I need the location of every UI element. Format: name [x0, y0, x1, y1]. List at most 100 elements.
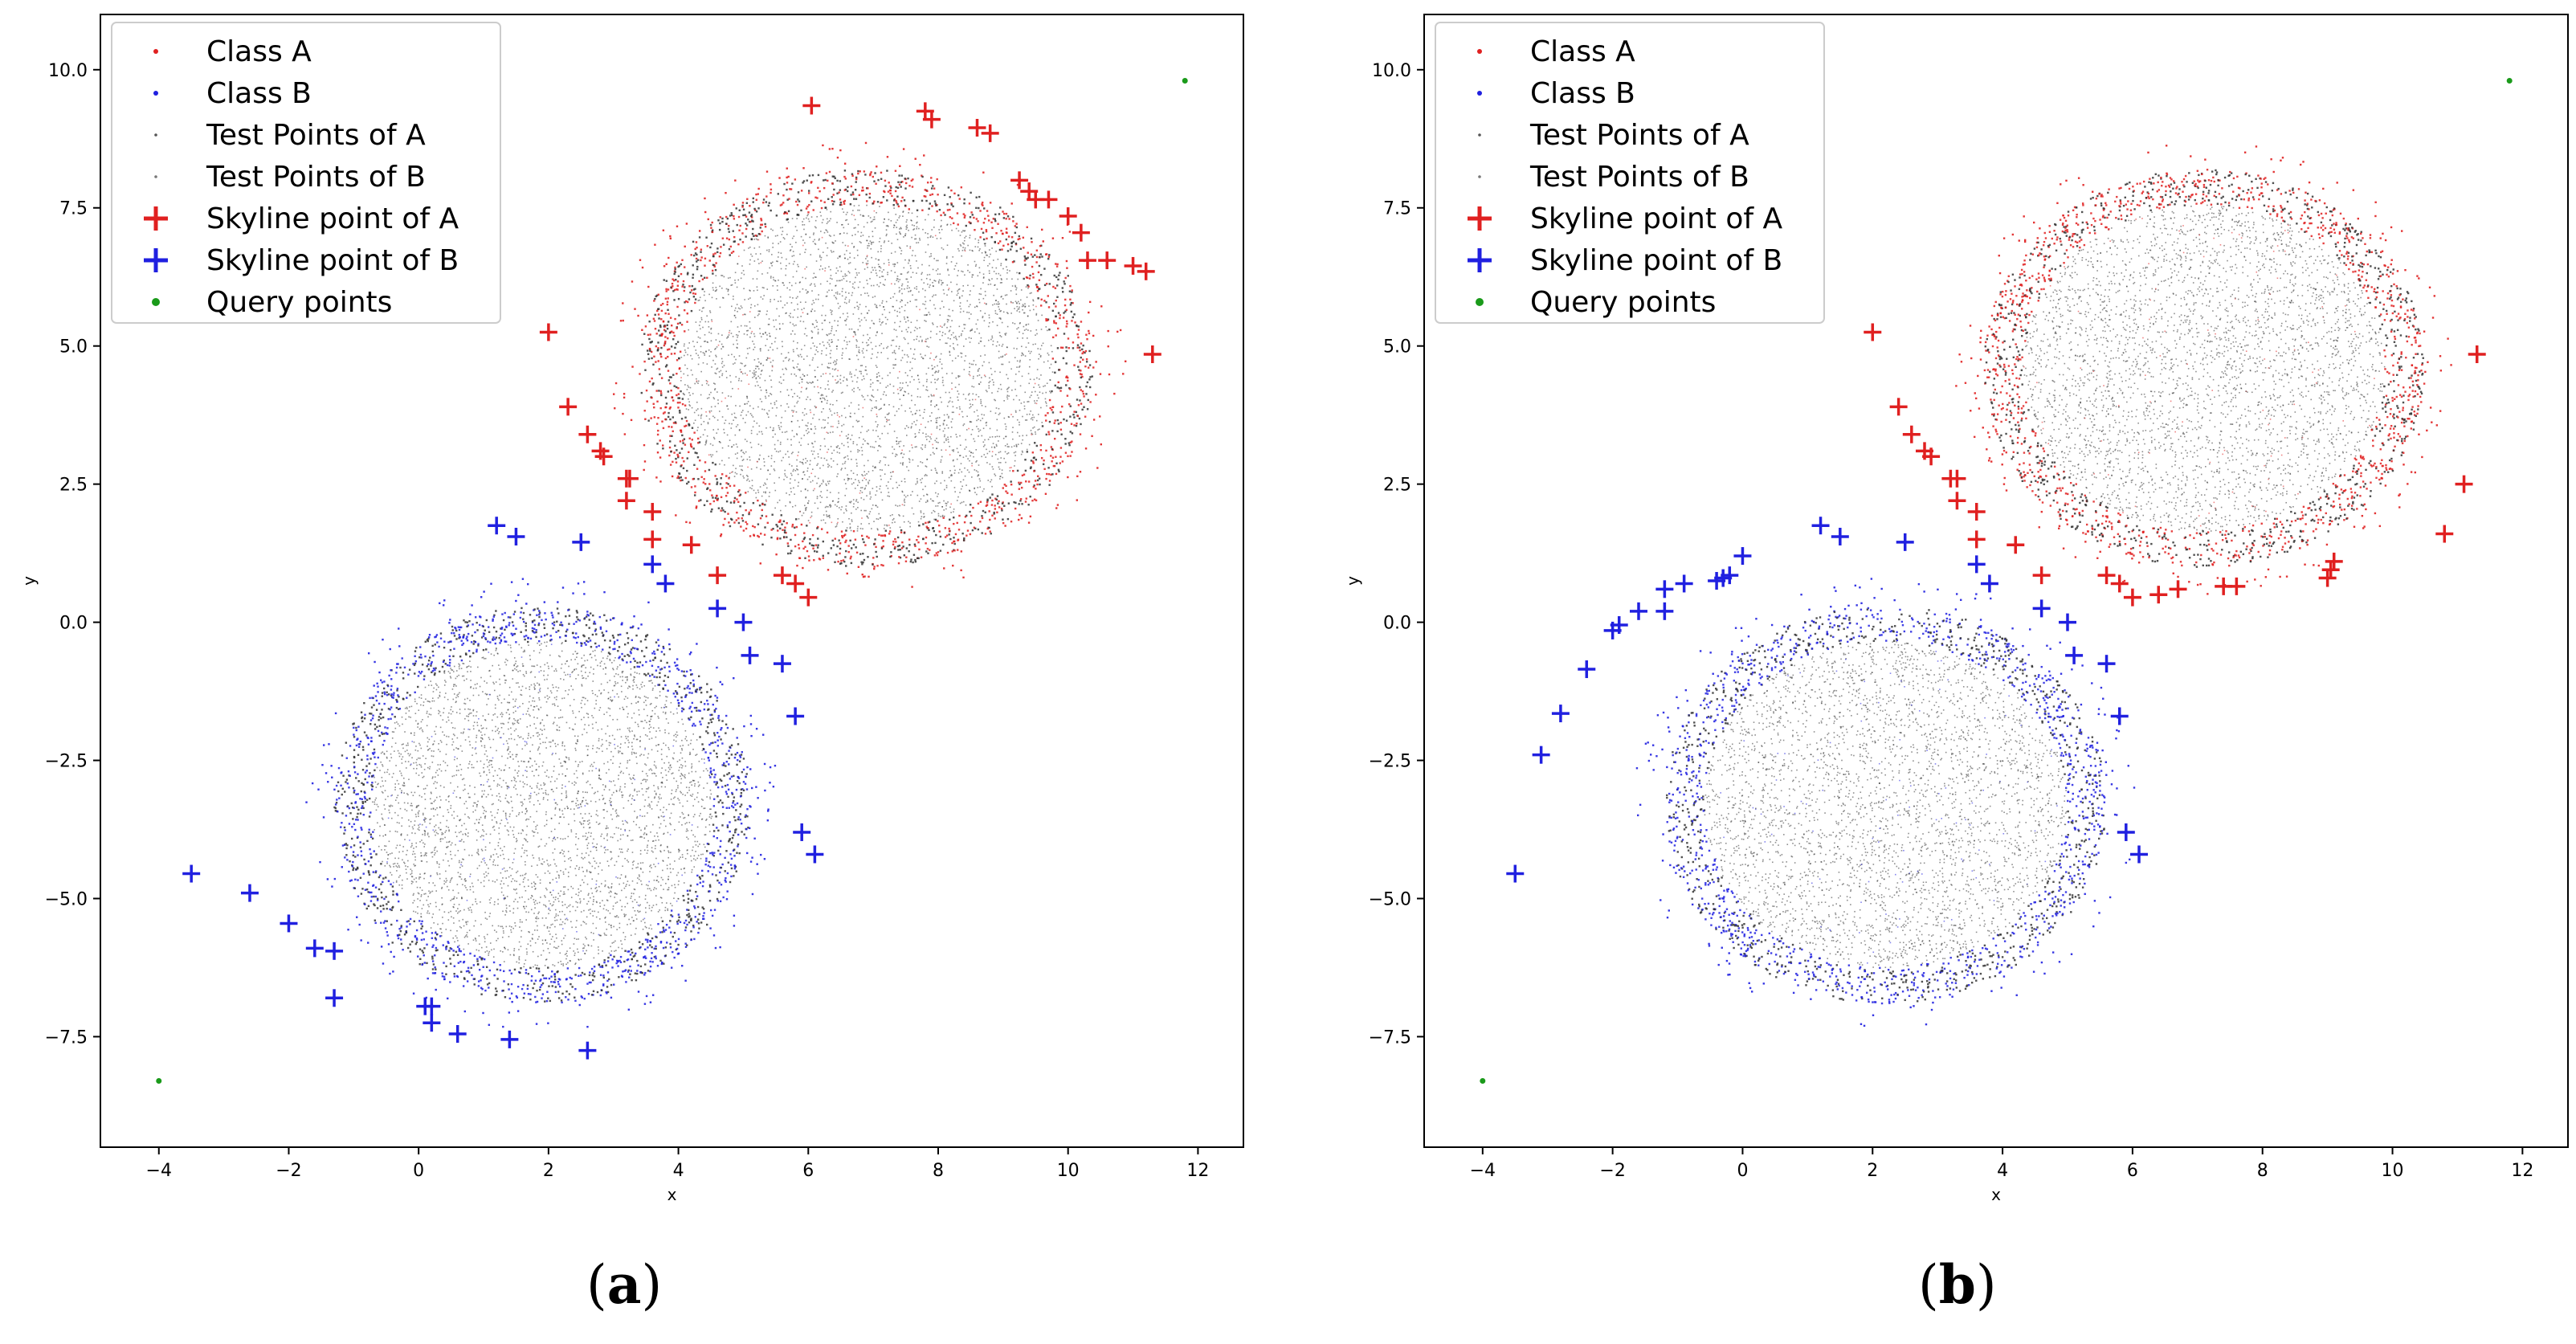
data-point [1035, 383, 1036, 385]
data-point [940, 549, 941, 551]
data-point [804, 505, 806, 506]
data-point [1002, 344, 1004, 345]
data-point [782, 202, 784, 203]
data-point [696, 468, 698, 469]
data-point [1081, 349, 1083, 350]
data-point [680, 480, 681, 481]
data-point [826, 484, 827, 486]
data-point [921, 512, 922, 513]
data-point [845, 320, 847, 321]
data-point [946, 263, 948, 264]
data-point [736, 426, 737, 427]
data-point [651, 378, 652, 379]
data-point [769, 411, 770, 412]
data-point [880, 460, 881, 462]
data-point [851, 292, 853, 294]
data-point [676, 343, 677, 345]
data-point [731, 306, 733, 308]
data-point [1069, 285, 1071, 287]
data-point [882, 314, 884, 316]
data-point [978, 250, 980, 251]
data-point [792, 297, 794, 299]
data-point [820, 387, 822, 389]
data-point [905, 557, 907, 558]
data-point [898, 514, 900, 516]
data-point [933, 187, 935, 189]
data-point [728, 225, 729, 227]
data-point [810, 254, 811, 255]
data-point [843, 313, 844, 315]
data-point [757, 492, 759, 493]
data-point [866, 479, 868, 480]
data-point [836, 524, 838, 525]
data-point [817, 464, 819, 465]
data-point [745, 365, 746, 366]
data-point [831, 446, 832, 447]
data-point [948, 289, 949, 291]
data-point [780, 451, 782, 452]
data-point [771, 455, 773, 457]
data-point [825, 484, 827, 485]
data-point [1027, 337, 1028, 339]
data-point [970, 235, 971, 236]
data-point [744, 274, 745, 276]
data-point [839, 280, 840, 282]
data-point [901, 331, 903, 333]
data-point [1032, 344, 1034, 345]
data-point [789, 358, 790, 360]
data-point [971, 329, 973, 330]
data-point [1065, 362, 1067, 364]
data-point [658, 360, 659, 362]
data-point [794, 255, 795, 256]
data-point [1043, 268, 1045, 269]
data-point [1076, 425, 1077, 427]
data-point [1039, 265, 1040, 267]
data-point [850, 451, 851, 452]
data-point [942, 382, 944, 383]
data-point [812, 342, 814, 344]
data-point [941, 471, 943, 472]
data-point [783, 379, 785, 381]
data-point [700, 249, 702, 251]
data-point [814, 433, 815, 435]
data-point [899, 287, 900, 288]
data-point [721, 496, 722, 498]
data-point [717, 419, 719, 421]
data-point [923, 495, 925, 496]
data-point [681, 479, 683, 480]
data-point [998, 436, 1000, 438]
data-point [989, 519, 990, 521]
data-point [674, 267, 676, 268]
data-point [877, 424, 879, 426]
data-point [1051, 345, 1052, 347]
data-point [900, 529, 902, 531]
data-point [753, 290, 755, 292]
data-point [970, 434, 972, 435]
data-point [931, 469, 933, 471]
data-point [831, 540, 833, 541]
data-point [809, 538, 810, 540]
data-point [729, 485, 731, 487]
data-point [962, 285, 964, 287]
data-point [803, 308, 805, 309]
data-point [961, 353, 963, 354]
data-point [953, 337, 955, 338]
data-point [856, 444, 858, 446]
data-point [687, 389, 688, 390]
data-point [737, 304, 738, 305]
data-point [1006, 266, 1007, 268]
data-point [796, 465, 798, 467]
data-point [680, 322, 681, 324]
data-point [925, 434, 927, 435]
data-point [998, 451, 1000, 453]
data-point [1005, 295, 1006, 296]
data-point [971, 476, 973, 478]
data-point [929, 274, 931, 276]
data-point [797, 204, 798, 206]
data-point [806, 382, 808, 383]
data-point [949, 454, 951, 455]
data-point [925, 301, 927, 303]
data-point [944, 435, 945, 436]
data-point [665, 313, 667, 314]
data-point [851, 174, 853, 175]
